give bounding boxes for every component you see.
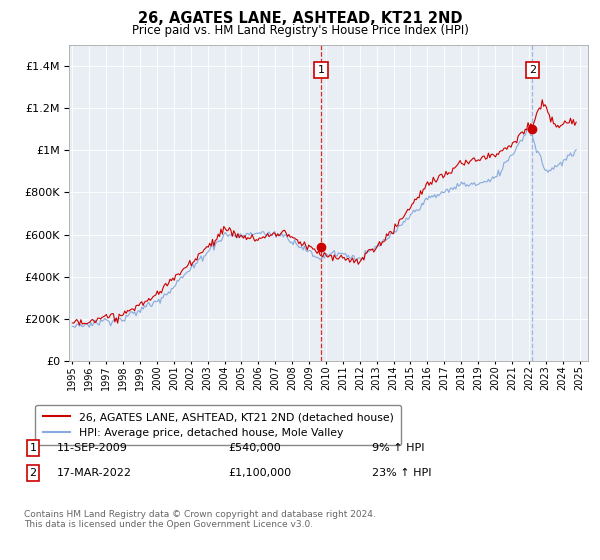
- Text: 9% ↑ HPI: 9% ↑ HPI: [372, 443, 425, 453]
- Text: 11-SEP-2009: 11-SEP-2009: [57, 443, 128, 453]
- Text: 1: 1: [317, 65, 325, 75]
- Legend: 26, AGATES LANE, ASHTEAD, KT21 2ND (detached house), HPI: Average price, detache: 26, AGATES LANE, ASHTEAD, KT21 2ND (deta…: [35, 404, 401, 445]
- Text: Contains HM Land Registry data © Crown copyright and database right 2024.
This d: Contains HM Land Registry data © Crown c…: [24, 510, 376, 529]
- Text: 26, AGATES LANE, ASHTEAD, KT21 2ND: 26, AGATES LANE, ASHTEAD, KT21 2ND: [138, 11, 462, 26]
- Text: 2: 2: [29, 468, 37, 478]
- Text: 1: 1: [29, 443, 37, 453]
- Text: 23% ↑ HPI: 23% ↑ HPI: [372, 468, 431, 478]
- Text: £540,000: £540,000: [228, 443, 281, 453]
- Text: Price paid vs. HM Land Registry's House Price Index (HPI): Price paid vs. HM Land Registry's House …: [131, 24, 469, 36]
- Text: 17-MAR-2022: 17-MAR-2022: [57, 468, 132, 478]
- Text: £1,100,000: £1,100,000: [228, 468, 291, 478]
- Text: 2: 2: [529, 65, 536, 75]
